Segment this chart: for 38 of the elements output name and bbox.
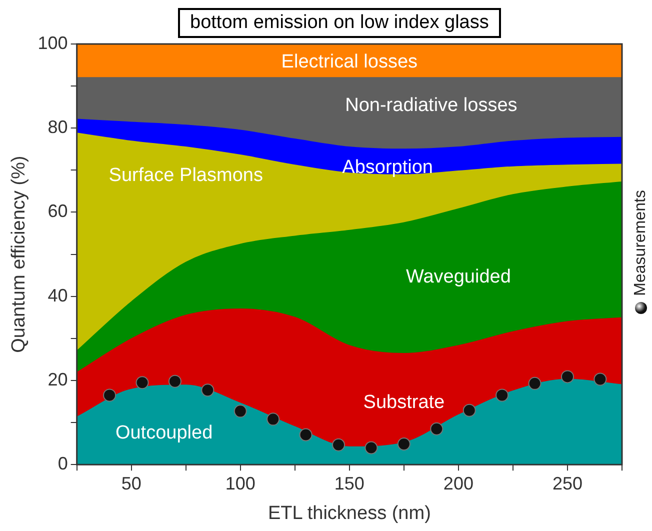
x-tick-label: 150 [334, 473, 364, 494]
point [136, 376, 149, 390]
point [266, 412, 280, 426]
y-axis-title: Quantum efficiency (%) [8, 156, 30, 353]
point [528, 376, 542, 390]
point [496, 388, 509, 402]
x-axis-title: ETL thickness (nm) [268, 502, 431, 524]
series-label: Waveguided [406, 266, 511, 288]
series-label: Substrate [363, 392, 445, 413]
point [397, 437, 410, 450]
x-tick-label: 50 [121, 473, 142, 494]
series-label: Absorption [342, 157, 433, 178]
point [462, 404, 476, 417]
text: Measurements [632, 190, 650, 296]
point [430, 422, 444, 436]
point [364, 441, 378, 454]
x-tick-label: 100 [225, 473, 256, 494]
y-tick-label: 60 [48, 201, 68, 222]
y-tick-label: 40 [48, 285, 68, 306]
series-label: Non-radiative losses [345, 95, 518, 116]
chart-title: bottom emission on low index glass [178, 8, 501, 38]
series-label: Surface Plasmons [108, 165, 263, 186]
series-label: Electrical losses [281, 52, 418, 73]
y-tick-label: 20 [48, 369, 68, 390]
y-tick-label: 100 [38, 32, 68, 53]
point [332, 438, 346, 452]
point [201, 384, 214, 397]
y-tick-label: 0 [58, 454, 68, 474]
point [560, 370, 574, 384]
y-tick-label: 80 [48, 117, 68, 138]
point [103, 388, 116, 402]
point [168, 374, 182, 388]
x-tick-label: 250 [552, 473, 583, 494]
x-tick-label: 200 [443, 473, 474, 494]
point [299, 428, 312, 442]
point [234, 404, 247, 418]
point [594, 372, 607, 386]
series-label: Outcoupled [115, 422, 213, 444]
